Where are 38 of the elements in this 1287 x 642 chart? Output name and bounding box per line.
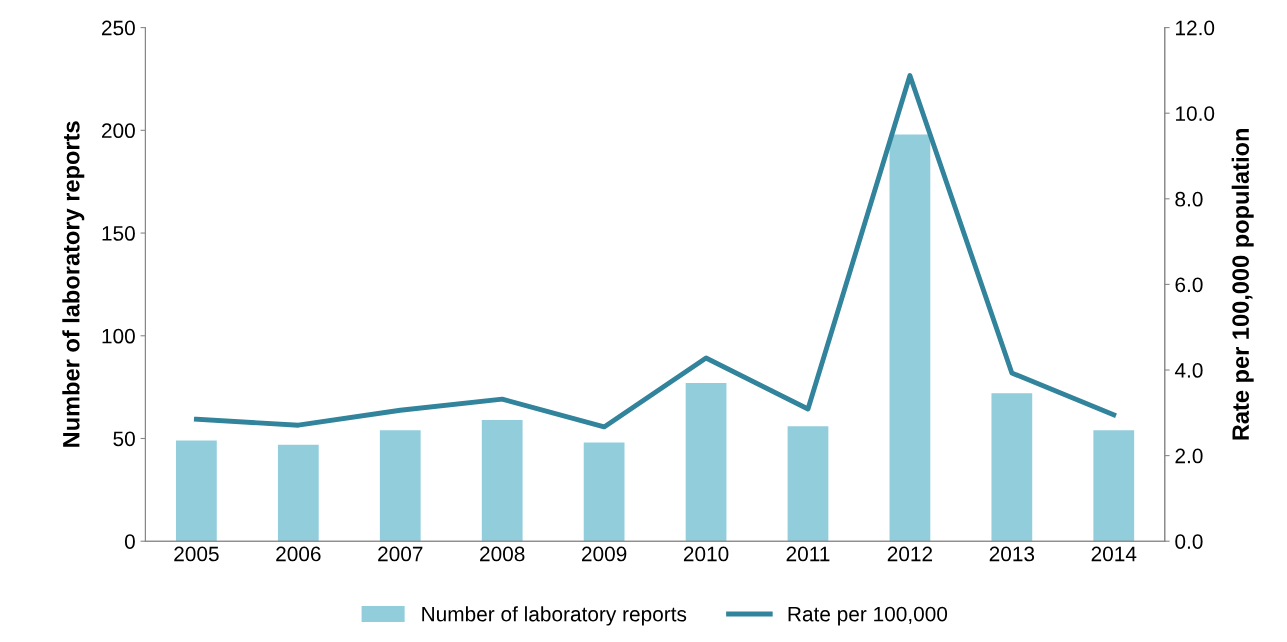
bar	[277, 444, 319, 542]
y-tick-label: 150	[102, 226, 135, 241]
bar	[176, 440, 217, 542]
x-tick-label: 2005	[174, 546, 219, 562]
bar	[787, 426, 829, 542]
legend-label: Rate per 100,000	[788, 606, 948, 626]
bar	[889, 134, 931, 542]
y2-tick-label: 4.0	[1174, 363, 1203, 378]
line-series	[193, 73, 1117, 430]
y-tick-label: 200	[102, 123, 135, 139]
y-axis-title: Number of laboratory reports	[62, 121, 85, 447]
bar	[583, 442, 625, 542]
x-tick-label: 2007	[378, 546, 423, 562]
x-tick-label: 2006	[276, 546, 321, 562]
y2-tick-label: 2.0	[1175, 448, 1203, 464]
legend-label: Number of laboratory reports	[422, 606, 687, 626]
y-tick-label: 100	[102, 328, 135, 344]
y2-axis-title: Rate per 100,000 population	[1231, 129, 1254, 440]
y2-tick-label: 6.0	[1175, 277, 1203, 293]
y-tick-label: 250	[102, 20, 135, 36]
y-tick-label: 50	[113, 431, 135, 447]
x-tick-label: 2010	[683, 546, 729, 562]
x-tick-label: 2012	[887, 546, 933, 562]
y2-tick-label: 10.0	[1176, 106, 1215, 121]
bar	[685, 383, 727, 542]
y2-tick-label: 12.0	[1176, 20, 1215, 36]
x-tick-label: 2009	[582, 546, 627, 562]
bar	[1093, 430, 1135, 542]
y2-tick-label: 0.0	[1175, 534, 1203, 549]
x-tick-label: 2014	[1091, 546, 1137, 562]
x-tick-label: 2013	[989, 546, 1035, 562]
bar	[481, 420, 523, 542]
y2-tick-label: 8.0	[1175, 191, 1203, 207]
y-tick-label: 0	[124, 534, 135, 549]
x-tick-label: 2008	[480, 546, 525, 562]
x-tick-label: 2011	[786, 546, 830, 562]
bar	[991, 393, 1033, 542]
bar	[379, 430, 421, 542]
